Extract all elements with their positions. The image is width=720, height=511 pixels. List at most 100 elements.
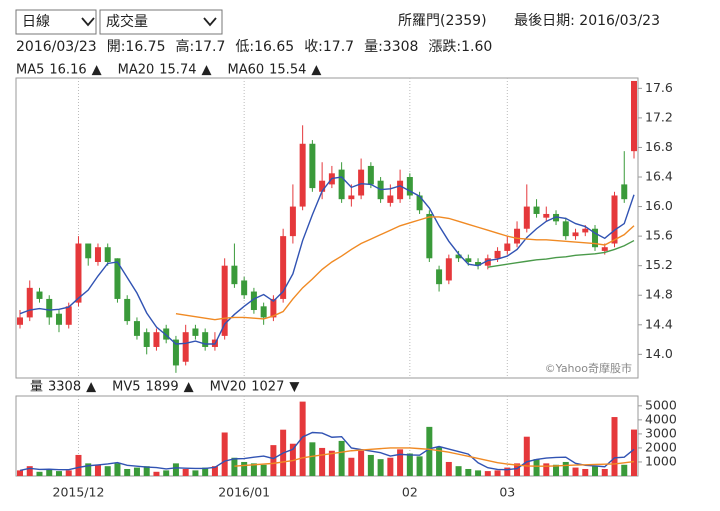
volume-bar — [562, 461, 569, 476]
candle-body — [114, 258, 121, 299]
legend-name: MA20 — [118, 63, 155, 78]
candle-body — [221, 265, 228, 336]
volume-bar — [445, 461, 452, 476]
candle-body — [26, 287, 33, 318]
indicator-chevron[interactable] — [203, 17, 217, 27]
candle-body — [426, 213, 433, 259]
candle-body — [416, 195, 423, 211]
quote-field: 高:17.7 — [176, 38, 226, 55]
candle-body — [465, 258, 472, 262]
volume-bar — [631, 429, 637, 476]
candle-body — [280, 236, 287, 299]
y-tick-label: 14.4 — [645, 316, 673, 331]
y-tick-label: 16.8 — [645, 139, 673, 154]
x-tick-label: 02 — [402, 485, 418, 500]
volume-bar — [572, 467, 579, 476]
moving-average-line — [234, 447, 635, 467]
legend-name: 量 — [30, 380, 43, 395]
x-tick-label: 2015/12 — [53, 485, 105, 500]
moving-average-line — [19, 431, 635, 472]
candle-body — [572, 232, 579, 237]
legend-name: MV20 — [210, 380, 247, 395]
volume-bar — [514, 463, 521, 476]
legend-trend: ▲ — [184, 380, 194, 395]
candle-body — [592, 228, 599, 248]
candle-body — [475, 261, 482, 266]
period-select-label[interactable]: 日線 — [22, 14, 50, 30]
candle-body — [46, 298, 53, 318]
y-tick-label: 17.6 — [645, 80, 673, 95]
indicator-select-label[interactable]: 成交量 — [106, 13, 148, 30]
candle-body — [338, 169, 345, 200]
volume-bar — [338, 440, 345, 476]
quote-field: 低:16.65 — [235, 39, 294, 55]
volume-bar — [250, 463, 257, 476]
candle-body — [348, 195, 355, 200]
y-tick-label: 4000 — [645, 411, 677, 426]
y-tick-label: 17.2 — [645, 109, 673, 124]
quote-field: 收:17.7 — [304, 39, 354, 55]
candle-body — [543, 213, 550, 218]
volume-bar — [484, 471, 491, 476]
y-tick-label: 16.0 — [645, 198, 673, 213]
volume-bar — [231, 457, 238, 476]
volume-bar — [221, 432, 228, 476]
volume-bar — [504, 467, 511, 476]
candle-body — [523, 206, 530, 229]
volume-bar — [465, 468, 472, 476]
volume-bar — [621, 464, 628, 476]
volume-bar — [387, 457, 394, 476]
y-tick-label: 16.4 — [645, 169, 673, 184]
x-tick-label: 03 — [499, 485, 515, 500]
candle-body — [436, 269, 443, 285]
legend-value: 15.74 — [159, 63, 196, 78]
quote-field: 量:3308 — [364, 39, 418, 55]
volume-bar — [133, 467, 140, 476]
candle-body — [241, 280, 248, 296]
volume-bar — [475, 470, 482, 476]
candle-body — [484, 258, 491, 266]
candle-body — [631, 80, 637, 152]
legend-value: 15.54 — [269, 63, 306, 78]
candle-body — [182, 332, 189, 362]
volume-bar — [611, 417, 618, 476]
volume-bar — [367, 454, 374, 476]
volume-bar — [114, 463, 121, 476]
legend-trend: ▲ — [92, 63, 102, 78]
period-select[interactable] — [15, 9, 97, 35]
legend-trend: ▼ — [289, 380, 299, 395]
legend-name: MV5 — [112, 380, 140, 395]
volume-bar — [94, 464, 101, 476]
period-chevron[interactable] — [81, 17, 95, 27]
candle-body — [192, 328, 199, 336]
y-tick-label: 2000 — [645, 439, 677, 454]
volume-bar — [582, 468, 589, 476]
volume-bar — [309, 442, 316, 476]
volume-bar — [397, 449, 404, 476]
watermark: ©Yahoo奇摩股市 — [545, 361, 632, 375]
volume-bar — [153, 471, 160, 476]
legend-trend: ▲ — [86, 380, 96, 395]
candle-body — [358, 169, 365, 196]
price-legend: MA5 16.16 ▲ MA20 15.74 ▲ MA60 15.54 ▲ — [16, 63, 321, 78]
candle-body — [309, 143, 316, 189]
last-date: 最後日期: 2016/03/23 — [514, 13, 660, 29]
y-tick-label: 14.8 — [645, 287, 673, 302]
candle-body — [387, 195, 394, 203]
candle-body — [270, 298, 277, 318]
volume-bar — [348, 457, 355, 476]
legend-trend: ▲ — [311, 63, 321, 78]
quote-field: 開:16.75 — [107, 39, 166, 55]
indicator-select[interactable] — [99, 9, 223, 35]
volume-bar — [36, 471, 43, 476]
y-tick-label: 1000 — [645, 453, 677, 468]
candle-body — [163, 328, 170, 340]
volume-bar — [163, 470, 170, 476]
candle-body — [299, 143, 306, 207]
volume-bar — [299, 401, 306, 476]
moving-average-line — [175, 216, 635, 321]
candle-body — [202, 332, 209, 347]
legend-value: 1899 — [146, 380, 179, 395]
y-tick-label: 15.6 — [645, 228, 673, 243]
